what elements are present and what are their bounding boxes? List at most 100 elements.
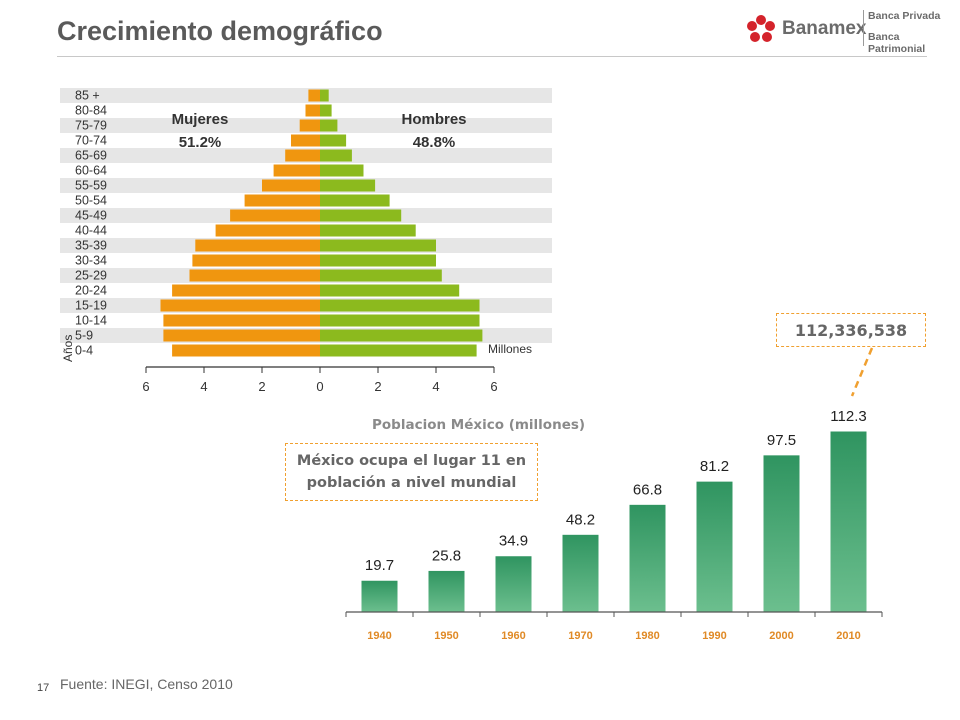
male-share-label: 48.8% (413, 134, 456, 151)
age-tick-label: 15-19 (75, 299, 107, 313)
age-tick-label: 40-44 (75, 224, 107, 238)
bar-value-label: 25.8 (432, 547, 461, 564)
female-bar (160, 299, 320, 312)
bar-value-label: 112.3 (830, 408, 866, 425)
male-bar (320, 104, 332, 117)
year-tick-label: 1980 (635, 630, 659, 642)
male-bar (320, 329, 483, 342)
x-tick-label: 0 (316, 379, 323, 394)
male-bar (320, 209, 402, 222)
year-tick-label: 1960 (501, 630, 525, 642)
male-bar (320, 179, 376, 192)
age-tick-label: 35-39 (75, 239, 107, 253)
x-tick-label: 4 (432, 379, 439, 394)
male-bar (320, 89, 329, 102)
title-divider (57, 56, 927, 57)
female-bar (273, 164, 320, 177)
logo-separator (863, 10, 864, 46)
age-tick-label: 5-9 (75, 329, 93, 343)
pyramid-row-band (60, 88, 552, 103)
x-tick-label: 2 (258, 379, 265, 394)
age-tick-label: 25-29 (75, 269, 107, 283)
age-tick-label: 75-79 (75, 119, 107, 133)
population-bar (427, 569, 466, 613)
male-bar (320, 149, 352, 162)
bar-value-label: 19.7 (365, 557, 394, 574)
female-bar (299, 119, 320, 132)
age-tick-label: 50-54 (75, 194, 107, 208)
male-bar (320, 134, 347, 147)
source-note: Fuente: INEGI, Censo 2010 (60, 676, 233, 692)
female-bar (291, 134, 320, 147)
population-bar (360, 579, 399, 613)
age-tick-label: 20-24 (75, 284, 107, 298)
female-bar (215, 224, 320, 237)
age-tick-label: 60-64 (75, 164, 107, 178)
total-population-callout: 112,336,538 (776, 313, 926, 347)
female-series-label: Mujeres (172, 111, 229, 128)
male-bar (320, 239, 436, 252)
male-bar (320, 194, 390, 207)
female-bar (308, 89, 320, 102)
x-tick-label: 6 (142, 379, 149, 394)
female-bar (262, 179, 320, 192)
bar-value-label: 34.9 (499, 533, 528, 550)
female-bar (305, 104, 320, 117)
page-number: 17 (37, 682, 50, 694)
age-tick-label: 30-34 (75, 254, 107, 268)
x-tick-label: 6 (490, 379, 497, 394)
population-bar (561, 533, 600, 613)
female-bar (189, 269, 320, 282)
age-tick-label: 45-49 (75, 209, 107, 223)
female-bar (244, 194, 320, 207)
bar-value-label: 97.5 (767, 432, 796, 449)
logo-line-2: Banca Patrimonial (868, 31, 926, 55)
y-axis-label: Años (61, 335, 75, 362)
year-tick-label: 1970 (568, 630, 592, 642)
bar-value-label: 66.8 (633, 481, 662, 498)
male-bar (320, 164, 364, 177)
male-bar (320, 284, 460, 297)
brand-logo: Banamex Banca Privada Banca Patrimonial (744, 8, 954, 55)
female-bar (163, 314, 320, 327)
age-tick-label: 55-59 (75, 179, 107, 193)
logo-line-1: Banca Privada (868, 10, 941, 22)
age-tick-label: 10-14 (75, 314, 107, 328)
year-tick-label: 2010 (836, 630, 860, 642)
male-bar (320, 254, 436, 267)
bar-value-label: 48.2 (566, 511, 595, 528)
banamex-flower-icon (747, 15, 775, 42)
female-bar (195, 239, 320, 252)
female-bar (172, 344, 320, 357)
x-axis-label: Millones (488, 342, 532, 356)
population-bar (829, 430, 868, 613)
population-bar (762, 454, 801, 613)
age-tick-label: 0-4 (75, 344, 93, 358)
age-tick-label: 70-74 (75, 134, 107, 148)
male-bar (320, 224, 416, 237)
callout-connector (850, 347, 874, 397)
year-tick-label: 1990 (702, 630, 726, 642)
ranking-callout: México ocupa el lugar 11 en población a … (285, 443, 538, 501)
bar-value-label: 81.2 (700, 458, 729, 475)
bar-chart-title: Poblacion México (millones) (372, 417, 586, 433)
age-tick-label: 65-69 (75, 149, 107, 163)
female-bar (163, 329, 320, 342)
population-bar (494, 555, 533, 613)
male-bar (320, 299, 480, 312)
male-bar (320, 269, 442, 282)
year-tick-label: 2000 (769, 630, 793, 642)
page-title: Crecimiento demográfico (57, 16, 383, 46)
female-bar (230, 209, 320, 222)
female-bar (192, 254, 320, 267)
age-tick-label: 80-84 (75, 104, 107, 118)
population-bar (628, 503, 667, 613)
female-bar (285, 149, 320, 162)
age-tick-label: 85 + (75, 89, 100, 103)
male-bar (320, 314, 480, 327)
population-bar (695, 480, 734, 613)
male-bar (320, 344, 477, 357)
male-series-label: Hombres (401, 111, 466, 128)
